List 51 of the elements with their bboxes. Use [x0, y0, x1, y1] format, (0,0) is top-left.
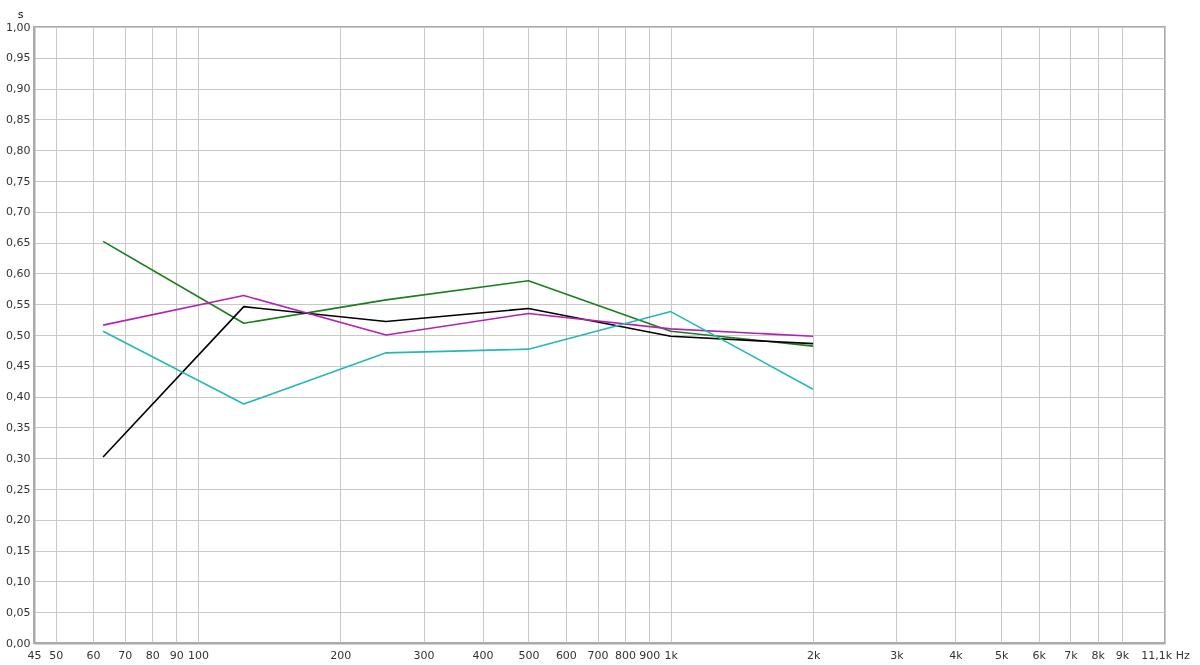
x-tick-label: 700 [587, 648, 609, 662]
x-tick-label: 600 [555, 648, 577, 662]
x-tick-label: 900 [639, 648, 661, 662]
y-tick-label: 0,60 [6, 266, 31, 280]
y-axis-title: s [17, 7, 24, 21]
x-tick-label: 80 [145, 648, 160, 662]
y-tick-label: 0,40 [6, 390, 31, 404]
y-tick-label: 0,90 [6, 82, 31, 96]
y-tick-label: 0,05 [6, 605, 31, 619]
x-tick-label: 6k [1032, 648, 1047, 662]
y-tick-label: 0,65 [6, 236, 31, 250]
line-series [102, 310, 814, 405]
y-tick-label: 0,20 [6, 513, 31, 527]
x-tick-label: 50 [49, 648, 64, 662]
x-tick-label: 1k [664, 648, 679, 662]
y-tick-label: 0,80 [6, 143, 31, 157]
x-tick-label: 500 [518, 648, 540, 662]
y-tick-label: 0,50 [6, 328, 31, 342]
x-tick-label: 7k [1064, 648, 1079, 662]
y-tick-label: 0,35 [6, 420, 31, 434]
x-tick-label: 4k [949, 648, 964, 662]
x-tick-label: 90 [169, 648, 184, 662]
y-tick-label: 0,25 [6, 482, 31, 496]
x-tick-label: 70 [118, 648, 133, 662]
y-tick-label: 0,75 [6, 174, 31, 188]
y-tick-label: 0,85 [6, 112, 31, 126]
x-tick-label: 8k [1091, 648, 1106, 662]
y-tick-label: 0,70 [6, 205, 31, 219]
x-tick-label: 300 [413, 648, 435, 662]
line-series [102, 240, 814, 347]
line-series [102, 294, 814, 338]
x-tick-label: 400 [472, 648, 494, 662]
x-tick-label: 11,1k Hz [1141, 648, 1190, 662]
x-tick-label: 800 [614, 648, 636, 662]
y-tick-label: 0,10 [6, 574, 31, 588]
x-tick-label: 5k [995, 648, 1010, 662]
x-tick-label: 100 [187, 648, 209, 662]
x-tick-label: 45 [27, 648, 42, 662]
x-tick-label: 60 [86, 648, 101, 662]
y-tick-label: 0,15 [6, 544, 31, 558]
y-tick-label: 1,00 [6, 20, 31, 34]
y-tick-label: 0,00 [6, 636, 31, 650]
y-tick-label: 0,95 [6, 51, 31, 65]
line-series [102, 305, 814, 458]
y-tick-label: 0,30 [6, 451, 31, 465]
x-tick-label: 3k [890, 648, 905, 662]
y-tick-label: 0,45 [6, 359, 31, 373]
y-tick-label: 0,55 [6, 297, 31, 311]
x-tick-label: 9k [1115, 648, 1130, 662]
x-tick-label: 2k [806, 648, 821, 662]
x-tick-label: 200 [330, 648, 352, 662]
